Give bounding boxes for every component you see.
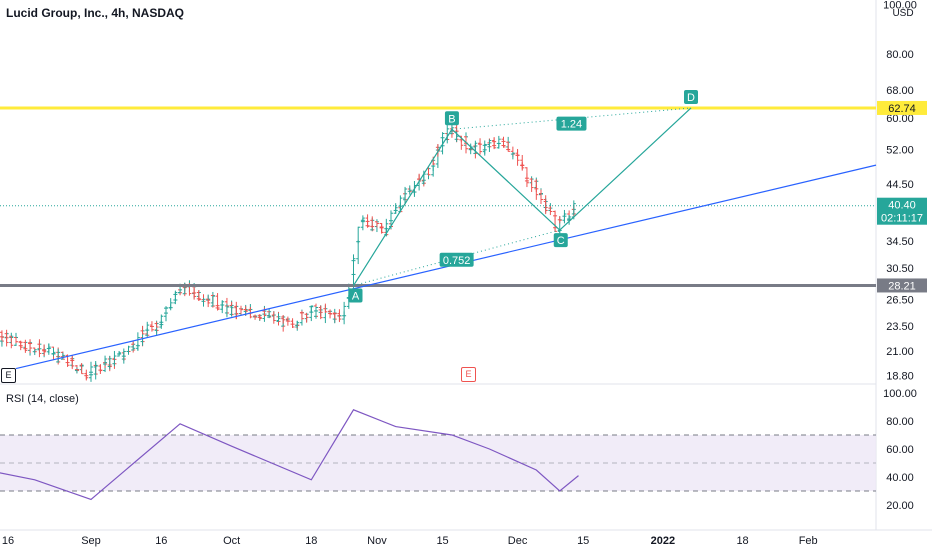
time-tick-label: 2022 (651, 535, 675, 547)
rsi-tick-label: 100.00 (883, 388, 917, 400)
time-tick-label: 18 (305, 535, 317, 547)
price-tick-label: 80.00 (886, 49, 914, 61)
time-tick-label: 16 (155, 535, 167, 547)
rsi-line (0, 409, 579, 501)
pattern-point-d: D (687, 92, 695, 104)
level-low-tag: 28.21 (888, 280, 916, 292)
pattern-ratio-bd: 1.24 (561, 119, 582, 131)
earnings-event-icon-mid[interactable]: E (461, 367, 476, 382)
pattern-point-b-bg (444, 111, 459, 126)
time-tick-label: Sep (81, 535, 101, 547)
rsi-axis[interactable]: 100.00 80.00 60.00 40.00 20.00 (883, 388, 917, 512)
price-tick-label: 68.00 (886, 85, 914, 97)
time-tick-label: Dec (508, 535, 528, 547)
rsi-band (0, 435, 876, 491)
trendline[interactable] (15, 164, 877, 370)
level-high-tag-bg (877, 100, 927, 115)
price-axis[interactable]: 100.00 80.00 68.00 60.00 52.00 44.50 34.50 30.5… (883, 0, 917, 383)
price-tick-label: 23.50 (886, 321, 914, 333)
pattern-point-c-bg (553, 233, 568, 248)
rsi-tick-label: 60.00 (886, 444, 914, 456)
pattern-ratio-ac: 0.752 (443, 255, 471, 267)
countdown-tag-bg (877, 210, 927, 225)
time-tick-label: Feb (799, 535, 818, 547)
countdown-tag: 02:11:17 (881, 213, 923, 225)
time-tick-label: Oct (223, 535, 240, 547)
price-tick-label: 52.00 (886, 145, 914, 157)
price-tick-label: 34.50 (886, 236, 914, 248)
price-tick-label: 30.50 (886, 263, 914, 275)
time-tick-label: 18 (736, 535, 748, 547)
currency-label: USD (892, 8, 913, 19)
rsi-tick-label: 20.00 (886, 500, 914, 512)
time-axis[interactable]: 16 Sep 16 Oct 18 Nov 15 Dec 15 2022 18 Feb (2, 535, 818, 547)
candles-group (0, 122, 576, 382)
pattern-point-d-bg (684, 89, 698, 104)
time-tick-label: 15 (436, 535, 448, 547)
time-tick-label: Nov (367, 535, 387, 547)
abcd-pattern-line[interactable] (352, 107, 692, 286)
price-tick-label: 26.50 (886, 294, 914, 306)
last-price-tag-bg (877, 197, 927, 212)
price-tick-label: 60.00 (886, 113, 914, 125)
rsi-tick-label: 80.00 (886, 416, 914, 428)
price-tick-label: 18.80 (886, 371, 914, 383)
last-price-tag: 40.40 (888, 200, 916, 212)
pattern-labels-group: A B C D 0.752 1.24 (348, 89, 698, 303)
level-high-tag: 62.74 (888, 103, 916, 115)
time-tick-label: 16 (2, 535, 14, 547)
price-tick-label: 44.50 (886, 179, 914, 191)
level-low-tag-bg (877, 278, 927, 293)
pattern-ratio-bd-bg (556, 116, 587, 131)
pattern-point-b: B (448, 113, 455, 125)
price-tick-label: 100.00 (883, 0, 917, 11)
rsi-tick-label: 40.00 (886, 472, 914, 484)
pattern-point-c: C (557, 235, 565, 247)
time-tick-label: 15 (577, 535, 589, 547)
pattern-ratio-ac-bg (439, 252, 474, 267)
chart-title: Lucid Group, Inc., 4h, NASDAQ (6, 6, 185, 20)
price-tick-label: 21.00 (886, 346, 914, 358)
pattern-point-a-bg (348, 288, 363, 303)
earnings-event-icon-left[interactable]: E (1, 368, 16, 383)
pattern-point-a: A (352, 291, 360, 303)
rsi-title: RSI (14, close) (6, 393, 79, 405)
